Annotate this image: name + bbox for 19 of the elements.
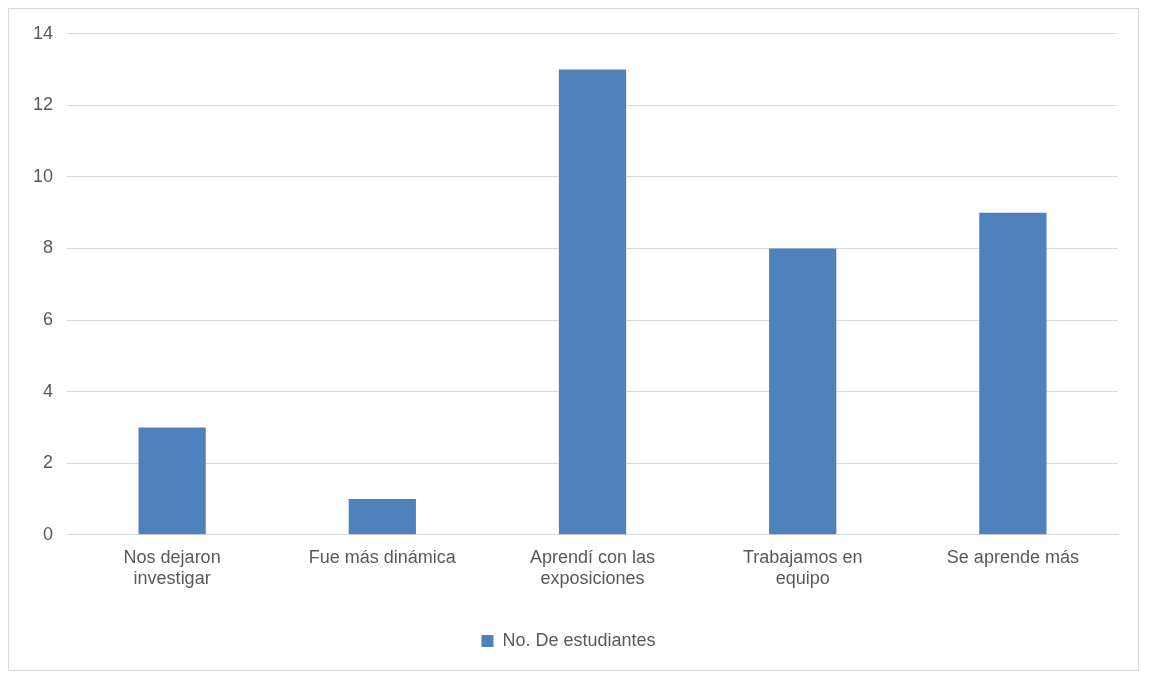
bar xyxy=(558,69,627,535)
y-tick-label: 8 xyxy=(43,237,54,258)
y-tick-label: 12 xyxy=(32,94,54,115)
y-tick-label: 0 xyxy=(43,523,54,544)
y-tick-label: 14 xyxy=(32,22,54,43)
legend-label: No. De estudiantes xyxy=(502,629,656,650)
y-tick-label: 2 xyxy=(43,452,54,473)
x-tick-label: Nos dejaron investigar xyxy=(123,546,221,589)
bar xyxy=(348,499,416,535)
bar xyxy=(769,248,837,535)
bar xyxy=(979,212,1047,535)
x-tick-label: Aprendí con las exposiciones xyxy=(529,546,656,589)
x-tick-label: Trabajamos en equipo xyxy=(743,546,863,589)
y-tick-label: 4 xyxy=(43,380,54,401)
x-tick-label: Se aprende más xyxy=(946,546,1079,567)
y-tick-label: 10 xyxy=(32,165,54,186)
y-tick-label: 6 xyxy=(43,309,54,330)
bar xyxy=(138,427,206,535)
x-tick-label: Fue más dinámica xyxy=(308,546,457,567)
